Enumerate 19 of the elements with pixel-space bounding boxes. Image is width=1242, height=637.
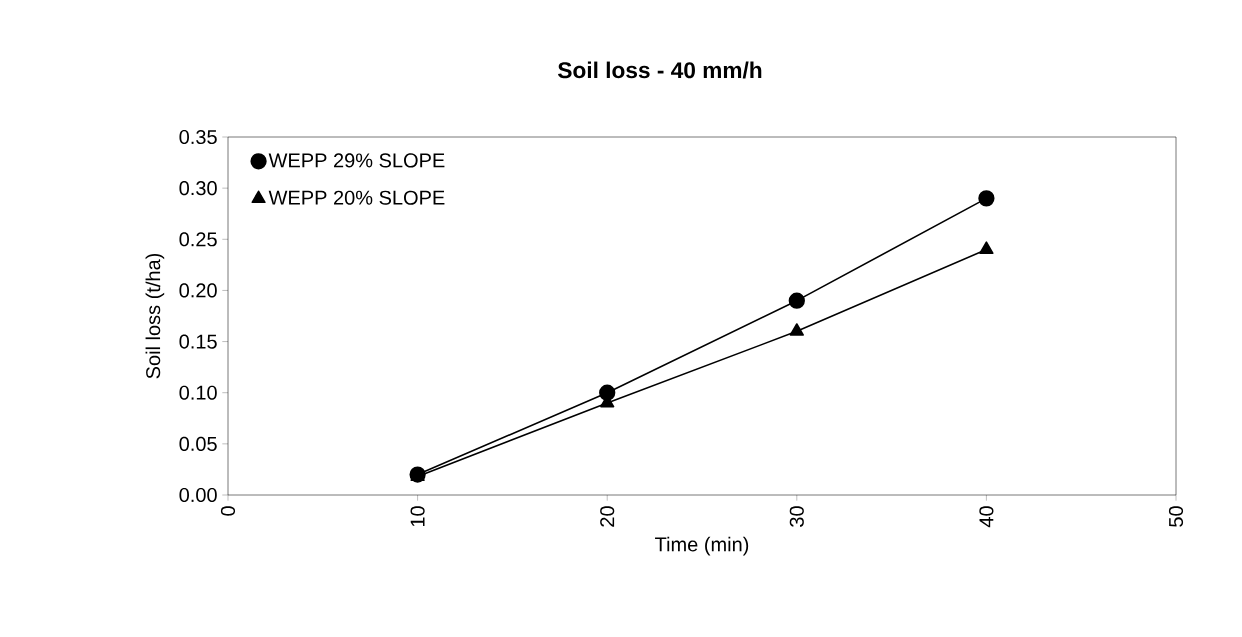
legend-label: WEPP 29% SLOPE — [268, 153, 445, 168]
x-tick-label: 30 — [789, 506, 804, 527]
y-tick-label: 0.25 — [179, 232, 217, 247]
x-tick-label: 50 — [1168, 506, 1184, 527]
x-tick-label: 0 — [220, 506, 236, 516]
y-tick-label: 0.30 — [179, 181, 217, 196]
y-tick-label: 0.00 — [179, 487, 217, 503]
y-tick-label: 0.35 — [179, 129, 217, 145]
x-tick-label: 10 — [410, 506, 425, 527]
y-tick-label: 0.15 — [179, 334, 217, 349]
legend-label: WEPP 20% SLOPE — [268, 190, 445, 205]
x-tick-label: 20 — [600, 506, 615, 527]
x-axis-title: Time (min) — [655, 536, 749, 556]
chart-title: Soil loss - 40 mm/h — [558, 61, 762, 79]
y-axis-title: Soil loss (t/ha) — [145, 253, 165, 379]
y-tick-label: 0.10 — [179, 385, 217, 400]
y-tick-label: 0.20 — [179, 283, 217, 298]
y-tick-label: 0.05 — [179, 436, 217, 451]
x-tick-label: 40 — [979, 506, 994, 528]
